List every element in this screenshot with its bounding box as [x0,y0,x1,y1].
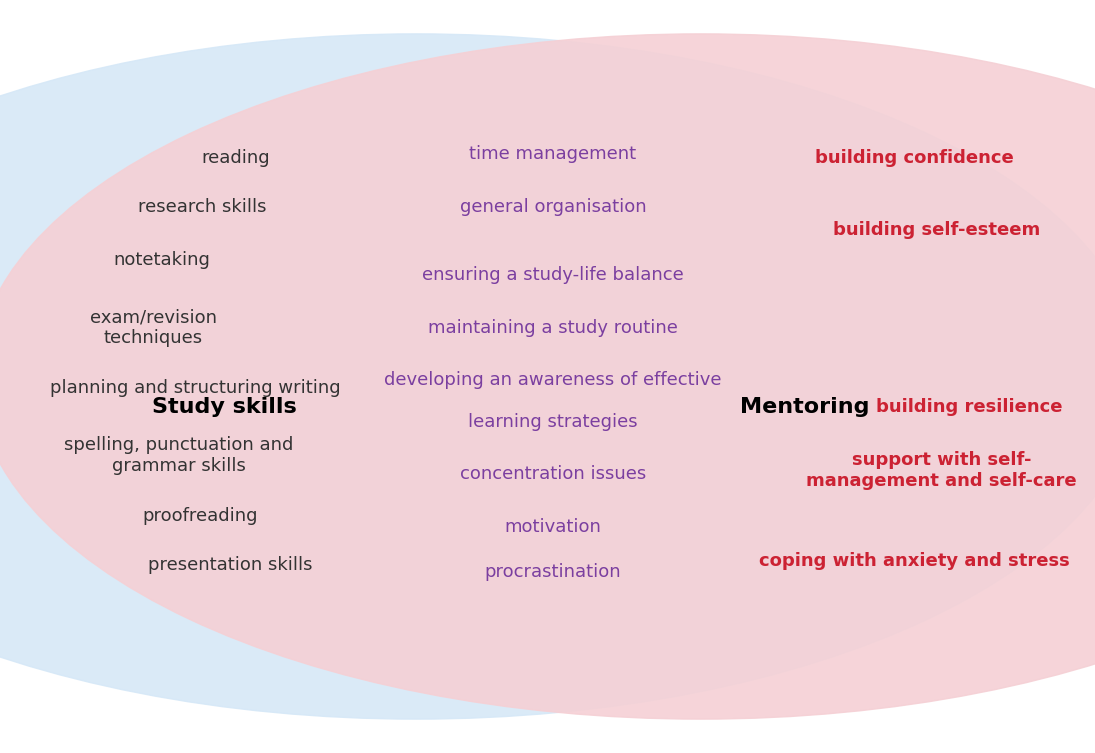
Text: Study skills: Study skills [152,397,297,416]
Text: presentation skills: presentation skills [148,556,312,574]
Text: procrastination: procrastination [485,563,621,581]
Text: building self-esteem: building self-esteem [832,221,1040,239]
Ellipse shape [0,34,1095,719]
Text: proofreading: proofreading [142,507,258,525]
Text: reading: reading [201,149,269,167]
Text: time management: time management [470,145,636,163]
Text: ensuring a study-life balance: ensuring a study-life balance [422,266,684,284]
Text: building confidence: building confidence [815,149,1014,167]
Text: planning and structuring writing: planning and structuring writing [49,379,341,397]
Text: support with self-
management and self-care: support with self- management and self-c… [806,451,1077,490]
Text: research skills: research skills [138,198,267,216]
Text: developing an awareness of effective: developing an awareness of effective [384,371,722,389]
Text: notetaking: notetaking [114,251,210,269]
Text: general organisation: general organisation [460,198,646,216]
Text: spelling, punctuation and
grammar skills: spelling, punctuation and grammar skills [64,436,293,475]
Text: maintaining a study routine: maintaining a study routine [428,319,678,337]
Text: motivation: motivation [505,518,601,536]
Text: concentration issues: concentration issues [460,465,646,483]
Text: coping with anxiety and stress: coping with anxiety and stress [759,552,1070,570]
Ellipse shape [0,34,1095,719]
Text: Mentoring: Mentoring [740,397,869,416]
Text: exam/revision
techniques: exam/revision techniques [90,308,217,347]
Text: building resilience: building resilience [876,398,1062,416]
Text: learning strategies: learning strategies [469,413,637,431]
